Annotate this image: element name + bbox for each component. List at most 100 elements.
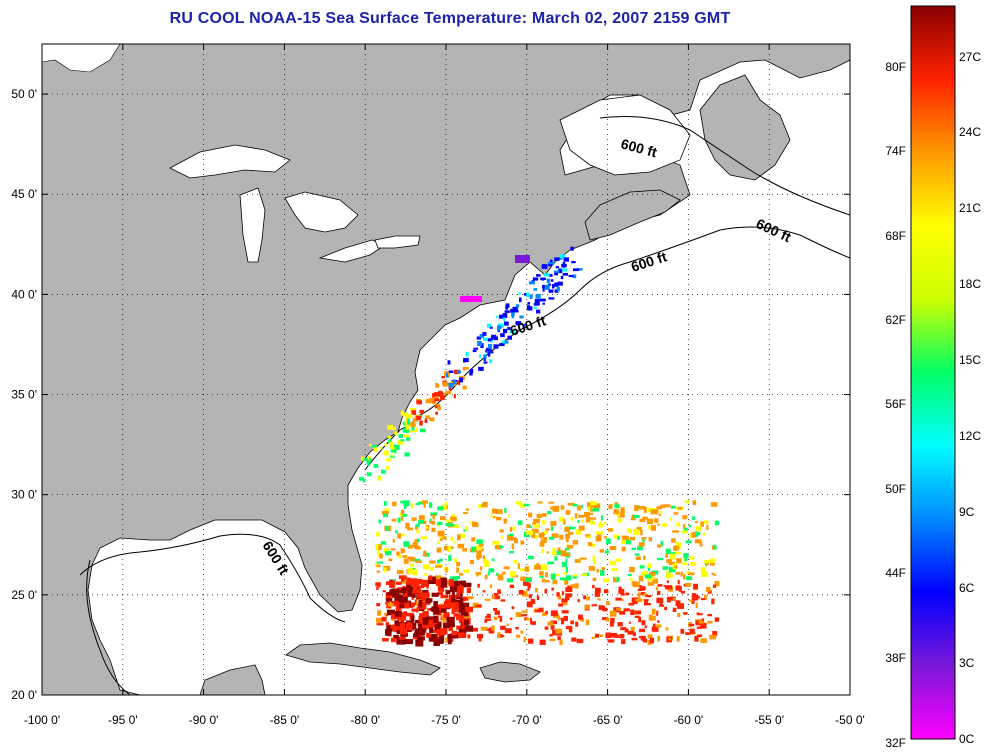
sst-pixel-warm <box>520 576 526 582</box>
sst-pixel-warm <box>578 514 585 518</box>
sst-pixel-coastal <box>433 396 439 400</box>
sst-pixel-warm <box>501 535 504 539</box>
sst-pixel-warm <box>593 503 601 509</box>
sst-pixel-hot <box>394 621 403 627</box>
sst-pixel-warm <box>648 537 653 542</box>
sst-pixel-coastal <box>438 390 442 395</box>
sst-pixel-warm <box>698 620 705 624</box>
sst-pixel-warm <box>714 573 717 577</box>
sst-pixel-hot <box>460 609 466 616</box>
sst-pixel-coastal <box>518 292 521 295</box>
sst-pixel-warm <box>509 584 515 589</box>
sst-pixel-warm <box>558 603 564 607</box>
sst-pixel-warm <box>478 636 482 642</box>
sst-pixel-warm <box>632 601 638 605</box>
sst-pixel-warm <box>620 507 625 514</box>
sst-pixel-warm <box>688 524 692 528</box>
sst-pixel-warm <box>409 557 416 562</box>
sst-pixel-warm <box>657 584 663 587</box>
sst-pixel-warm <box>400 500 406 504</box>
sst-pixel-warm <box>526 524 531 528</box>
sst-pixel-hot <box>418 624 426 631</box>
sst-pixel-warm <box>482 555 485 562</box>
sst-pixel-warm <box>544 572 548 578</box>
sst-pixel-warm <box>601 567 605 571</box>
sst-pixel-warm <box>377 550 380 557</box>
sst-pixel-warm <box>592 584 595 589</box>
sst-pixel-warm <box>643 507 647 513</box>
sst-pixel-warm <box>456 576 460 580</box>
sst-pixel-warm <box>449 516 457 522</box>
sst-pixel-hot <box>422 611 429 617</box>
sst-pixel-warm <box>384 567 387 573</box>
sst-pixel-hot <box>446 616 455 625</box>
sst-pixel-warm <box>427 608 431 611</box>
sst-pixel-warm <box>556 592 560 597</box>
sst-pixel-warm <box>484 618 492 621</box>
sst-pixel-hot <box>451 590 455 596</box>
colorbar-c-label: 3C <box>959 656 975 670</box>
sst-pixel-warm <box>688 623 695 627</box>
sst-pixel-coastal <box>510 309 515 313</box>
sst-pixel-warm <box>402 554 407 559</box>
sst-pixel-warm <box>532 521 536 525</box>
sst-pixel-warm <box>497 589 501 595</box>
sst-pixel-coastal <box>476 336 482 340</box>
sst-pixel-coastal <box>435 411 439 415</box>
sst-pixel-warm <box>621 535 628 539</box>
sst-pixel-warm <box>587 542 593 547</box>
colorbar <box>910 5 956 740</box>
sst-pixel-warm <box>436 547 442 553</box>
sst-pixel-hot <box>422 592 430 598</box>
sst-pixel-coastal <box>464 367 469 370</box>
sst-pixel-coastal <box>366 472 372 477</box>
sst-pixel-warm <box>675 571 681 575</box>
sst-pixel-coastal <box>554 270 560 273</box>
sst-pixel-warm <box>607 528 613 532</box>
sst-pixel-hot <box>457 590 461 597</box>
sst-pixel-warm <box>382 590 386 593</box>
sst-pixel-warm <box>558 516 563 523</box>
sst-pixel-warm <box>523 590 528 595</box>
sst-pixel-warm <box>557 547 561 552</box>
sst-pixel-warm <box>660 504 666 508</box>
sst-pixel-warm <box>638 636 642 639</box>
sst-pixel-warm <box>643 555 646 560</box>
sst-pixel-coastal <box>441 375 446 379</box>
sst-pixel-coastal <box>549 259 553 263</box>
sst-pixel-coastal <box>497 325 501 331</box>
sst-pixel-warm <box>587 506 591 511</box>
sst-pixel-warm <box>564 548 570 551</box>
sst-pixel-warm <box>451 609 455 615</box>
sst-pixel-warm <box>680 628 685 634</box>
sst-pixel-warm <box>544 530 548 535</box>
sst-pixel-coastal <box>523 293 527 296</box>
sst-pixel-warm <box>475 545 483 551</box>
sst-pixel-hot <box>436 629 446 636</box>
sst-pixel-warm <box>415 560 423 563</box>
sst-pixel-warm <box>609 610 617 617</box>
sst-pixel-warm <box>540 539 547 544</box>
sst-pixel-warm <box>617 622 623 627</box>
sst-pixel-warm <box>392 539 396 543</box>
sst-pixel-hot <box>399 623 405 632</box>
sst-pixel-coastal <box>380 469 386 474</box>
sst-pixel-warm <box>454 610 461 613</box>
sst-pixel-warm <box>609 546 617 551</box>
sst-pixel-warm <box>585 619 590 626</box>
sst-pixel-coastal <box>369 457 372 462</box>
sst-pixel-warm <box>484 619 488 623</box>
sst-pixel-warm <box>710 562 715 566</box>
sst-pixel-warm <box>711 598 715 605</box>
sst-pixel-warm <box>485 628 491 632</box>
sst-pixel-coastal <box>482 332 487 336</box>
sst-pixel-warm <box>573 573 577 577</box>
sst-pixel-coastal <box>463 357 469 363</box>
nova-scotia-land <box>584 189 681 241</box>
sst-pixel-warm <box>376 561 383 564</box>
sst-pixel-warm <box>620 593 625 596</box>
sst-pixel-warm <box>637 588 644 591</box>
contour-600ft-gulf <box>79 533 346 623</box>
sst-pixel-hot <box>406 584 414 591</box>
sst-pixel-warm <box>436 604 441 607</box>
